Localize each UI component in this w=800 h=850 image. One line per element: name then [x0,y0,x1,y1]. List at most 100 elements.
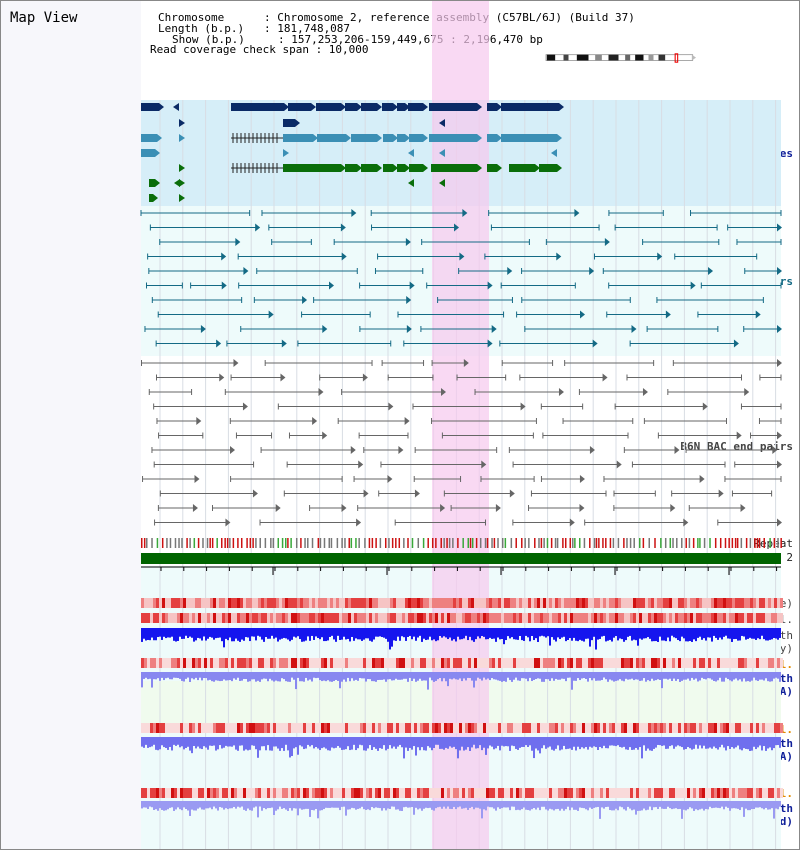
read-depth-bar [559,737,561,751]
read-depth-bar [595,672,597,681]
read-depth-bar [483,737,485,748]
repeat-mark [193,538,196,548]
read-depth-bar [491,801,493,808]
repeat-mark [237,538,239,548]
bac-end [225,518,231,527]
polymorphism-heat [522,723,525,733]
read-depth-bar [321,737,323,749]
polymorphism-heat [522,658,525,668]
polymorphism-heat [639,788,642,798]
read-depth-bar [267,672,269,682]
read-depth-bar [289,628,291,642]
bac-end [580,310,586,319]
read-depth-bar [315,801,317,809]
polymorphism-heat [603,658,606,668]
polymorphism-heat [309,788,312,798]
gene-feature [429,134,477,142]
polymorphism-heat [234,788,237,798]
polymorphism-heat [564,613,567,623]
polymorphism-heat [348,723,351,733]
repeat-mark [395,538,397,548]
polymorphism-heat [279,658,282,668]
gene-strand-arrow [159,103,164,111]
polymorphism-heat [147,723,150,733]
read-depth-bar [367,737,369,749]
read-depth-bar [481,672,483,681]
read-depth-bar [517,672,519,681]
repeat-mark [391,538,394,548]
read-depth-bar [287,628,289,640]
read-depth-bar [527,672,529,682]
coverage-span-info: Read coverage check span : 10,000 [150,43,369,56]
read-depth-bar [255,628,257,641]
repeat-mark [407,538,409,548]
bac-end [509,489,515,498]
read-depth-bar [263,801,265,809]
read-depth-bar [373,628,375,640]
polymorphism-heat [309,723,312,733]
polymorphism-heat [285,613,288,623]
polymorphism-heat [159,658,162,668]
axis-tick-label: 158800000 [585,573,645,586]
read-depth-bar [145,801,147,808]
read-depth-bar [339,737,341,748]
read-depth-bar [165,801,167,811]
read-depth-bar [259,672,261,682]
read-depth-bar [491,672,493,679]
read-depth-bar [579,737,581,750]
read-depth-bar [159,628,161,637]
read-depth-bar [543,737,545,746]
read-depth-bar [187,737,189,747]
read-depth-bar [429,672,431,678]
read-depth-bar [341,737,343,750]
polymorphism-heat [627,723,630,733]
gene-strand-arrow [341,164,346,172]
polymorphism-heat [624,658,627,668]
repeat-mark [515,538,517,548]
read-depth-bar [215,737,217,751]
read-depth-bar [299,672,301,682]
read-depth-bar [493,672,495,680]
bac-end [459,252,465,261]
polymorphism-heat [543,658,546,668]
read-depth-bar [347,672,349,678]
read-depth-bar [531,672,533,682]
polymorphism-heat [192,598,195,608]
polymorphism-heat [141,598,144,608]
polymorphism-heat [591,613,594,623]
polymorphism-heat [429,788,432,798]
read-depth-bar [487,801,489,807]
polymorphism-heat [351,723,354,733]
read-depth-bar [607,801,609,807]
read-depth-bar [399,737,401,745]
chromosome-ideogram[interactable] [531,53,711,63]
repeat-mark [638,538,641,548]
polymorphism-heat [642,723,645,733]
polymorphism-heat [171,658,174,668]
read-depth-bar [515,628,517,640]
gene-strand-arrow [341,103,346,111]
read-depth-bar [285,628,287,639]
read-depth-bar [491,628,493,639]
polymorphism-heat [234,723,237,733]
bac-end [387,475,393,483]
polymorphism-heat [333,788,336,798]
polymorphism-heat [558,598,561,608]
read-depth-bar [155,672,157,680]
polymorphism-heat [447,613,450,623]
read-depth-bar [317,737,319,749]
repeat-mark [143,538,146,548]
read-depth-bar [209,737,211,746]
read-depth-bar [495,628,497,642]
polymorphism-heat [405,613,408,623]
read-depth-bar [249,628,251,642]
read-depth-bar [195,737,197,749]
read-depth-bar [157,801,159,811]
read-depth-bar [299,801,301,809]
repeat-mark [281,538,284,548]
read-depth-bar [369,801,371,811]
gene-feature [141,134,157,142]
polymorphism-heat [378,613,381,623]
read-depth-bar [481,801,483,819]
read-depth-bar [467,628,469,641]
